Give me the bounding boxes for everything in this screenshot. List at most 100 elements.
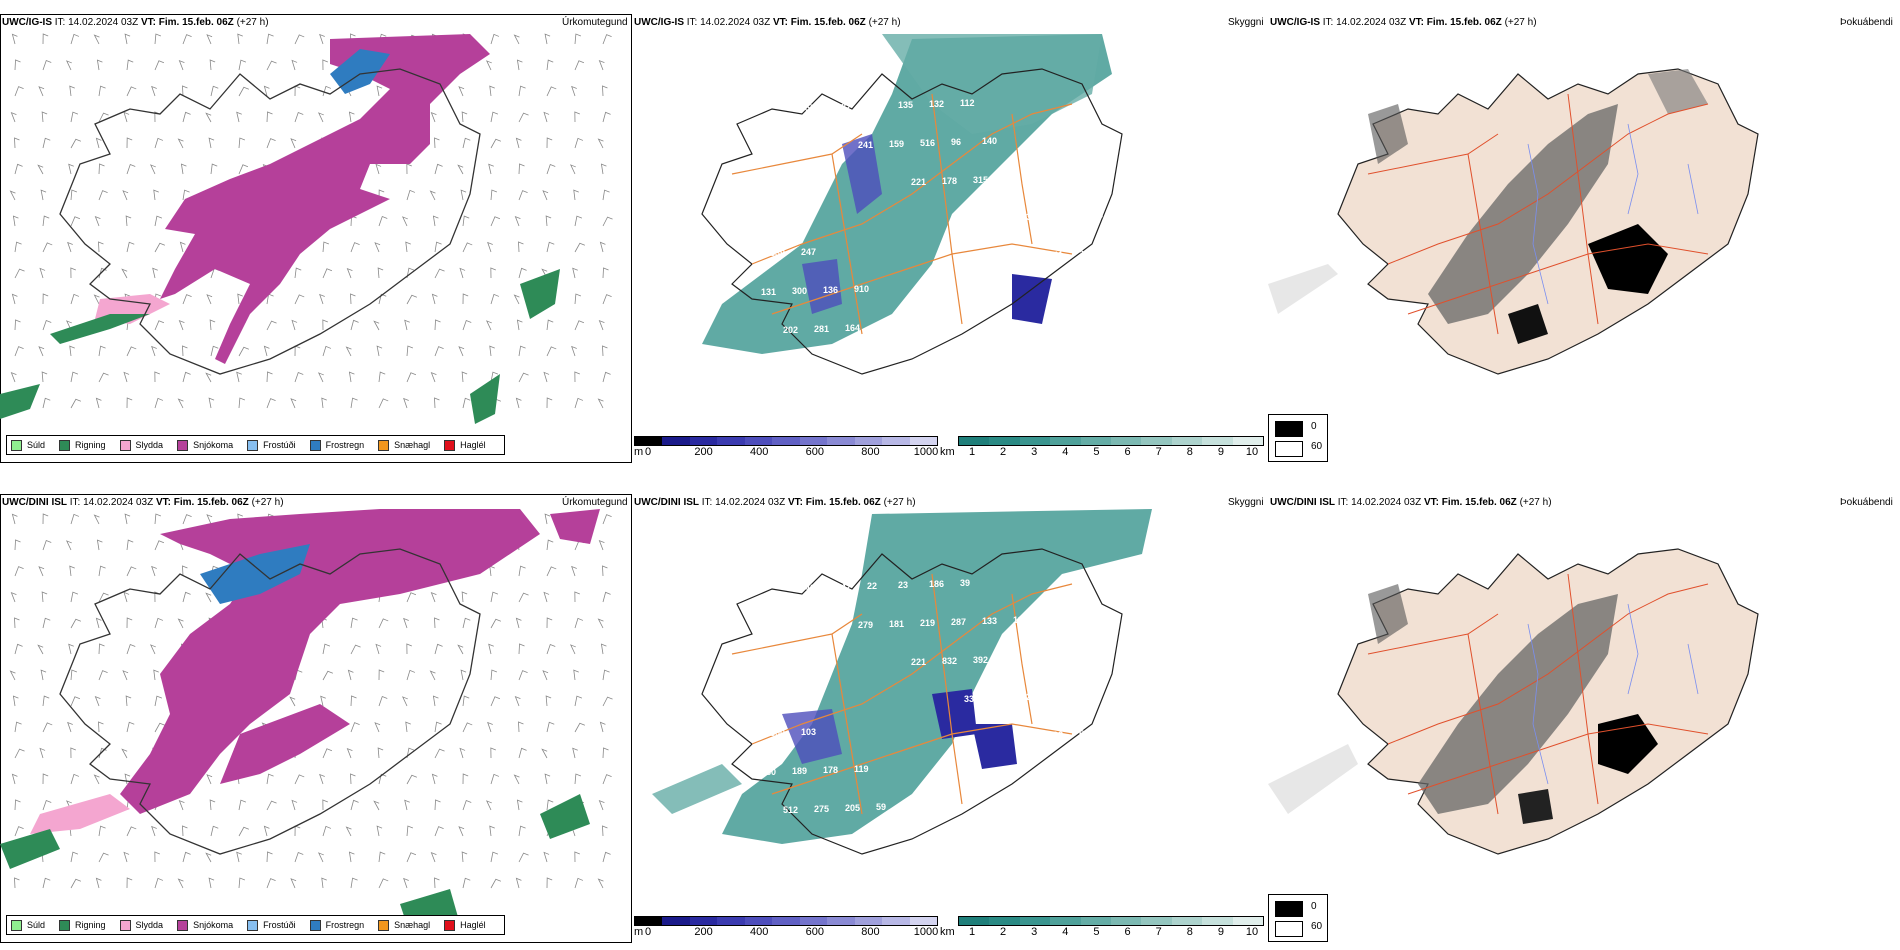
wind-barb	[574, 320, 585, 331]
wind-barb	[95, 397, 102, 409]
wind-barb	[294, 345, 301, 357]
wind-barb	[461, 371, 468, 383]
colorbar-unit: m	[634, 926, 644, 938]
wind-barb	[93, 774, 100, 785]
visibility-value-label: 180	[761, 767, 776, 777]
wind-barb	[546, 644, 556, 655]
wind-barb	[373, 320, 380, 331]
colorbar-tick-label: 0	[644, 446, 652, 458]
colorbar-segment	[662, 917, 690, 925]
visibility-value-label: 135	[898, 100, 913, 110]
wind-barb	[513, 294, 520, 305]
wind-barb	[348, 111, 355, 123]
colorbar-segment	[689, 917, 718, 925]
panel-name: Þokuábendi	[1840, 497, 1893, 508]
wind-barb	[126, 59, 134, 71]
wind-barb	[490, 669, 498, 681]
legend-item: Frostregn	[309, 919, 364, 931]
legend-item: Snjókoma	[177, 919, 233, 931]
wind-barb	[434, 799, 441, 811]
colorbar-segment	[1111, 917, 1142, 925]
visibility-value-label: 275	[814, 804, 829, 814]
wind-barb	[42, 617, 51, 629]
wind-barb	[434, 643, 443, 655]
legend-item: Súld	[11, 439, 45, 451]
colorbar-segment	[827, 917, 855, 925]
wind-barb	[37, 164, 44, 175]
visibility-value-label: 181	[889, 619, 904, 629]
wind-barb	[574, 293, 582, 305]
wind-barb	[12, 215, 19, 227]
wind-barb	[546, 617, 553, 629]
wind-barb	[485, 800, 492, 811]
wind-barb	[602, 111, 611, 123]
wind-barb	[574, 137, 584, 149]
visibility-value-label: 300	[792, 286, 807, 296]
wind-barb	[11, 293, 18, 305]
wind-barb	[488, 163, 494, 175]
very-low-visibility-area	[1012, 274, 1052, 324]
wind-barb	[515, 617, 522, 629]
legend-item: Rigning	[59, 439, 106, 451]
wind-barb	[14, 721, 22, 733]
wind-barb	[406, 294, 417, 305]
visibility-value-label: 337	[964, 694, 979, 704]
wind-barb	[434, 137, 440, 149]
precip-type-map-top	[0, 33, 613, 424]
visibility-value-label: 178	[823, 765, 838, 775]
visibility-value-label: 164	[845, 323, 860, 333]
wind-barb	[238, 137, 246, 149]
wind-barb	[462, 722, 473, 733]
wind-barb	[544, 33, 551, 45]
wind-barb	[42, 137, 51, 149]
visibility-value-label: 578	[805, 103, 820, 113]
colorbar-segment	[1141, 437, 1172, 445]
wind-barb	[294, 372, 304, 383]
wind-barb	[322, 59, 328, 71]
visibility-value-label: 324	[1026, 212, 1041, 222]
colorbar-segment	[1080, 437, 1112, 445]
wind-barb	[263, 85, 270, 97]
colorbar-segment	[1202, 437, 1233, 445]
wind-barb	[209, 59, 216, 71]
wind-barb	[182, 111, 191, 123]
wind-barb	[290, 878, 297, 889]
wind-barb	[462, 877, 471, 889]
wind-barb	[434, 163, 443, 175]
colorbar-tick-label: 200	[694, 926, 713, 938]
wind-barb	[602, 345, 608, 357]
wind-barb	[490, 747, 496, 759]
wind-barb	[490, 138, 501, 149]
panel-name: Þokuábendi	[1840, 17, 1893, 28]
wind-barb	[376, 85, 383, 97]
precip-type-panel-top: UWC/IG-IS IT: 14.02.2024 03Z VT: Fim. 15…	[0, 14, 632, 463]
wind-barb	[376, 345, 383, 357]
fog-legend: 0 60	[1268, 894, 1328, 942]
wind-barb	[572, 747, 578, 759]
wind-barb	[602, 851, 611, 863]
wind-barb	[124, 33, 131, 45]
wind-barb	[294, 825, 301, 837]
wind-barb	[378, 398, 389, 409]
wind-barb	[598, 539, 605, 551]
wind-barb	[236, 371, 242, 383]
wind-barb	[98, 592, 109, 603]
rain-area	[50, 314, 150, 344]
wind-barb	[514, 215, 521, 227]
wind-barb	[263, 345, 270, 357]
visibility-value-label: 221	[911, 657, 926, 667]
visibility-value-label: 205	[845, 803, 860, 813]
colorbar-segment	[1111, 437, 1142, 445]
colorbar-tick-label: 2	[1000, 446, 1007, 458]
wind-barb	[9, 190, 16, 201]
visibility-value-label: 303	[1017, 731, 1032, 741]
wind-barb	[434, 877, 440, 889]
fog-area	[1428, 104, 1618, 324]
visibility-value-label: 247	[801, 247, 816, 257]
wind-barb	[516, 319, 523, 331]
wind-barb	[38, 566, 45, 577]
wind-barb	[121, 748, 128, 759]
wind-barb	[98, 670, 108, 681]
wind-barb	[11, 513, 18, 525]
wind-barb	[346, 267, 353, 279]
